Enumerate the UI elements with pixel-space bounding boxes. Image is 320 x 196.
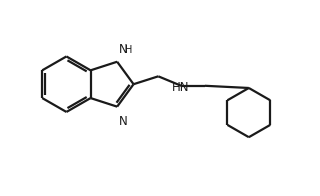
Text: H: H	[125, 45, 132, 55]
Text: N: N	[119, 115, 127, 129]
Text: HN: HN	[172, 81, 190, 94]
Text: N: N	[119, 43, 127, 56]
